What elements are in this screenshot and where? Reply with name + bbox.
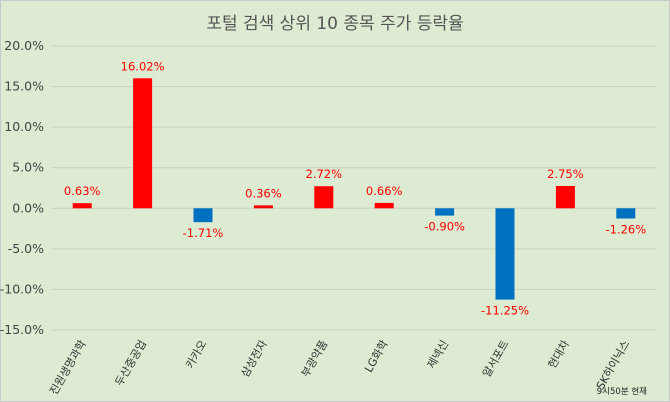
data-labels: 0.63% 16.02% -1.71% 0.36% 2.72% 0.66% -0.90% -1…	[64, 59, 646, 317]
y-tick-label: 20.0%	[4, 38, 44, 53]
y-axis-ticks: 20.0% 15.0% 10.0% 5.0% 0.0% -5.0% -10.0% -15.0%	[0, 38, 44, 337]
x-tick-label: 부광약품	[298, 338, 330, 380]
bar-SK하이닉스	[616, 208, 636, 219]
bar-두산중공업	[133, 78, 153, 209]
bar-LG화학	[374, 202, 394, 209]
data-label: 0.66%	[366, 184, 403, 198]
x-tick-label: 두산중공업	[113, 338, 150, 388]
bars	[72, 78, 636, 300]
data-label: 0.63%	[64, 184, 101, 198]
x-tick-label: 제넥신	[425, 338, 451, 371]
data-label: -11.25%	[481, 304, 529, 318]
y-tick-label: -15.0%	[0, 322, 44, 337]
y-tick-label: 15.0%	[4, 79, 44, 94]
gridlines	[52, 45, 656, 331]
x-axis-ticks: 진원생명과학 두산중공업 카카오 삼성전자 부광약품 LG화학 제넥신 알서포트 현대차 SK하이…	[47, 338, 632, 398]
y-tick-label: -10.0%	[0, 281, 44, 296]
y-tick-label: 10.0%	[4, 119, 44, 134]
x-tick-label: 현대차	[546, 338, 572, 371]
data-label: 2.72%	[306, 167, 343, 181]
bar-삼성전자	[253, 205, 273, 209]
bar-카카오	[193, 208, 213, 223]
data-label: 0.36%	[245, 186, 282, 200]
chart-title: 포털 검색 상위 10 종목 주가 등락율	[206, 14, 463, 34]
data-label: 16.02%	[121, 59, 165, 73]
bar-진원생명과학	[72, 203, 92, 209]
y-tick-label: -5.0%	[8, 241, 44, 256]
bar-부광약품	[314, 186, 334, 209]
x-tick-label: 삼성전자	[238, 338, 270, 380]
data-label: -0.90%	[424, 220, 465, 234]
x-tick-label: SK하이닉스	[593, 338, 632, 392]
y-tick-label: 5.0%	[12, 160, 44, 175]
bar-제넥신	[435, 208, 455, 216]
y-tick-label: 0.0%	[12, 200, 44, 215]
bar-현대차	[555, 185, 575, 209]
bar-알서포트	[495, 208, 515, 300]
x-tick-label: 진원생명과학	[47, 338, 89, 397]
data-label: -1.26%	[605, 223, 646, 237]
timestamp-note: 9시50분 현재	[597, 387, 647, 397]
x-tick-label: 알서포트	[479, 338, 511, 380]
x-tick-label: LG화학	[362, 338, 391, 375]
x-tick-label: 카카오	[183, 338, 209, 371]
data-label: 2.75%	[547, 167, 584, 181]
data-label: -1.71%	[183, 226, 224, 240]
